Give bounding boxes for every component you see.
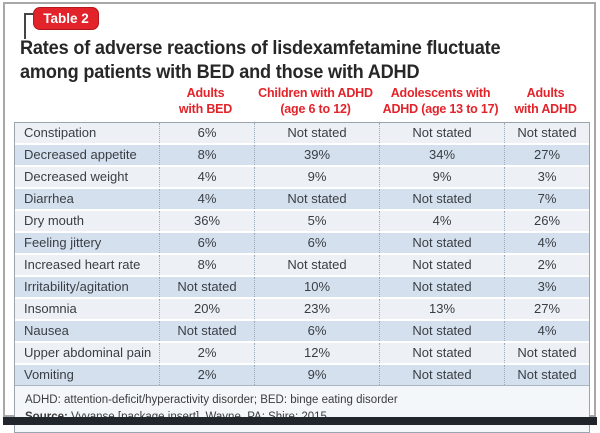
row-value: Not stated [254, 255, 379, 275]
row-value: Not stated [379, 123, 504, 143]
row-value: 39% [254, 145, 379, 165]
table-row: Decreased weight 4% 9% 9% 3% [15, 167, 589, 189]
row-label: Feeling jittery [15, 233, 159, 253]
title-line-2: among patients with BED and those with A… [20, 60, 420, 83]
row-value: 7% [504, 189, 589, 209]
row-label: Increased heart rate [15, 255, 159, 275]
table-row: Constipation 6% Not stated Not stated Not st… [15, 123, 589, 145]
table-row: Diarrhea 4% Not stated Not stated 7% [15, 189, 589, 211]
column-header-row: Adults with BED Children with ADHD (age … [14, 86, 588, 117]
row-value: 9% [254, 365, 379, 385]
row-value: 4% [504, 233, 589, 253]
row-value: 26% [504, 211, 589, 231]
row-value: Not stated [379, 365, 504, 385]
row-value: 6% [254, 233, 379, 253]
row-value: 2% [504, 255, 589, 275]
row-value: 10% [254, 277, 379, 297]
row-value: Not stated [379, 321, 504, 341]
row-value: Not stated [254, 189, 379, 209]
table-number-badge: Table 2 [33, 7, 99, 30]
row-value: 6% [254, 321, 379, 341]
row-label: Vomiting [15, 365, 159, 385]
row-label: Constipation [15, 123, 159, 143]
row-value: Not stated [159, 321, 254, 341]
table-row: Insomnia 20% 23% 13% 27% [15, 299, 589, 321]
row-value: 4% [504, 321, 589, 341]
row-value: 9% [254, 167, 379, 187]
row-value: Not stated [379, 255, 504, 275]
row-value: Not stated [504, 123, 589, 143]
row-value: 3% [504, 167, 589, 187]
table-title: Rates of adverse reactions of lisdexamfe… [20, 37, 559, 84]
row-value: Not stated [504, 343, 589, 363]
row-value: 34% [379, 145, 504, 165]
row-value: 8% [159, 255, 254, 275]
row-label: Irritability/agitation [15, 277, 159, 297]
row-value: Not stated [379, 233, 504, 253]
row-label: Insomnia [15, 299, 159, 319]
row-value: 20% [159, 299, 254, 319]
row-label: Decreased weight [15, 167, 159, 187]
title-line-1: Rates of adverse reactions of lisdexamfe… [20, 37, 501, 59]
row-value: 6% [159, 233, 254, 253]
row-value: 4% [159, 167, 254, 187]
bottom-shadow-bar [3, 417, 597, 425]
row-value: 23% [254, 299, 379, 319]
row-value: 3% [504, 277, 589, 297]
row-value: 12% [254, 343, 379, 363]
row-value: 4% [379, 211, 504, 231]
column-header-spacer [14, 86, 158, 117]
row-value: 6% [159, 123, 254, 143]
row-label: Dry mouth [15, 211, 159, 231]
row-value: Not stated [159, 277, 254, 297]
column-header-adolescents-adhd: Adolescents with ADHD (age 13 to 17) [382, 86, 499, 116]
row-value: 27% [504, 299, 589, 319]
table-row: Increased heart rate 8% Not stated Not stat… [15, 255, 589, 277]
column-header-adults-bed: Adults with BED [178, 86, 233, 116]
table-body: Constipation 6% Not stated Not stated Not st… [15, 123, 589, 385]
row-value: 13% [379, 299, 504, 319]
abbreviations-note: ADHD: attention-deficit/hyperactivity di… [25, 394, 398, 406]
row-label: Upper abdominal pain [15, 343, 159, 363]
table-row: Decreased appetite 8% 39% 34% 27% [15, 145, 589, 167]
row-value: 27% [504, 145, 589, 165]
row-value: 8% [159, 145, 254, 165]
row-value: 4% [159, 189, 254, 209]
row-value: 5% [254, 211, 379, 231]
row-value: 2% [159, 365, 254, 385]
row-value: Not stated [504, 365, 589, 385]
row-value: Not stated [379, 189, 504, 209]
table-row: Vomiting 2% 9% Not stated Not stated [15, 365, 589, 385]
table-row: Nausea Not stated 6% Not stated 4% [15, 321, 589, 343]
table-row: Upper abdominal pain 2% 12% Not stated Not s… [15, 343, 589, 365]
column-header-adults-adhd: Adults with ADHD [514, 86, 577, 116]
row-value: Not stated [379, 343, 504, 363]
row-value: Not stated [254, 123, 379, 143]
row-value: Not stated [379, 277, 504, 297]
row-label: Nausea [15, 321, 159, 341]
table-row: Dry mouth 36% 5% 4% 26% [15, 211, 589, 233]
row-label: Decreased appetite [15, 145, 159, 165]
table-row: Feeling jittery 6% 6% Not stated 4% [15, 233, 589, 255]
row-value: 9% [379, 167, 504, 187]
row-value: 2% [159, 343, 254, 363]
row-value: 36% [159, 211, 254, 231]
row-label: Diarrhea [15, 189, 159, 209]
data-table: Constipation 6% Not stated Not stated Not st… [14, 122, 590, 433]
column-header-children-adhd: Children with ADHD (age 6 to 12) [258, 86, 373, 116]
table-row: Irritability/agitation Not stated 10% Not s… [15, 277, 589, 299]
